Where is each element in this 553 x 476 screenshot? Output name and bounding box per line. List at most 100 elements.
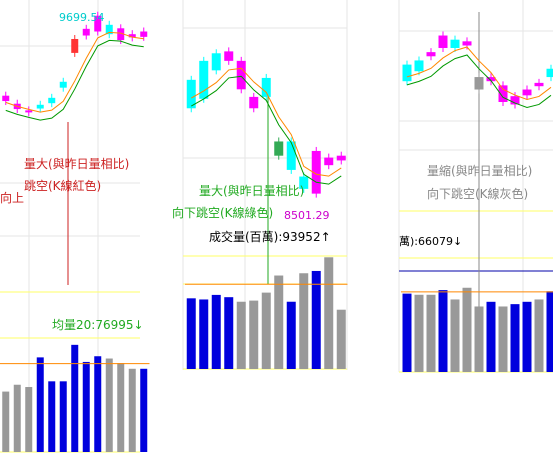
candle — [498, 85, 508, 102]
volume-bar — [82, 361, 90, 452]
moving-average-line — [191, 75, 342, 185]
volume-bars-group — [401, 287, 553, 372]
volume-bar — [140, 368, 148, 452]
candle — [186, 79, 196, 109]
price-high-label: 9699.54 — [59, 11, 105, 24]
candle — [336, 155, 346, 161]
candle — [82, 28, 90, 36]
candle — [522, 89, 532, 96]
moving-average-line — [5, 31, 144, 113]
candle — [474, 77, 484, 90]
volume-bar — [414, 294, 424, 372]
volume-bar — [426, 294, 436, 372]
candle — [48, 97, 56, 104]
volume-bar — [462, 287, 472, 372]
volume-bar — [274, 275, 284, 369]
volume-bar — [402, 293, 412, 372]
volume-bar — [498, 306, 508, 372]
volume-bar — [94, 356, 102, 452]
volume-bar — [510, 304, 520, 372]
volume-bar — [2, 391, 10, 452]
moving-average-line — [5, 39, 144, 121]
candle — [402, 64, 412, 82]
volume-bar — [59, 381, 67, 452]
volume-bar — [522, 301, 532, 372]
candle — [546, 68, 553, 78]
volume-bar — [71, 344, 79, 452]
volume-bar — [324, 257, 334, 369]
candle — [299, 176, 309, 189]
moving-average-line — [191, 67, 342, 177]
candle — [311, 150, 321, 194]
candle — [261, 77, 271, 97]
candle — [286, 141, 296, 170]
candle — [510, 96, 520, 105]
volume-bar — [105, 358, 113, 452]
annotation-gap-up: 向上 — [0, 190, 24, 205]
volume-bar — [474, 306, 484, 372]
annotation-gap-down-gray: 向下跳空(K線灰色) — [427, 186, 528, 201]
volume-bar — [450, 299, 460, 372]
candles-group — [402, 31, 553, 109]
candle — [117, 28, 125, 41]
candles-group — [186, 47, 346, 198]
panel-middle: 量大(與昨日量相比) 向下跳空(K線綠色) 8501.29 成交量(百萬):93… — [172, 0, 348, 370]
volume-bar — [117, 363, 125, 452]
candle — [105, 24, 113, 35]
annotation-volume-small: 量縮(與昨日量相比) — [427, 163, 532, 178]
candle — [426, 52, 436, 57]
candle — [534, 82, 544, 87]
moving-average-line — [406, 54, 552, 109]
avg-volume-label: 均量20:76995↓ — [52, 318, 144, 332]
candle — [140, 31, 148, 37]
volume-bar — [534, 299, 544, 372]
volume-bar — [286, 301, 296, 369]
panel-left: 9699.54 量大(與昨日量相比) 跳空(K線紅色) 向上 均量20:7699… — [0, 0, 150, 453]
candle — [211, 53, 221, 71]
volume-bar — [25, 387, 33, 452]
candle — [25, 110, 33, 113]
volume-value-label: 萬):66079↓ — [399, 235, 462, 248]
volume-bar — [546, 291, 553, 372]
candle — [128, 34, 136, 38]
volume-bar — [438, 290, 448, 372]
volume-bar — [224, 297, 234, 369]
candle — [274, 141, 284, 156]
candle — [199, 60, 209, 99]
candle — [2, 95, 10, 102]
annotation-gap-down-green: 向下跳空(K線綠色) — [172, 205, 273, 220]
candle — [324, 157, 334, 166]
volume-bar — [299, 273, 309, 369]
volume-bar — [186, 298, 196, 369]
volume-value-label: 成交量(百萬):93952↑ — [209, 229, 331, 244]
volume-bar — [211, 294, 221, 369]
volume-bar — [336, 309, 346, 369]
candle — [249, 96, 259, 109]
annotation-gap-red: 跳空(K線紅色) — [24, 178, 101, 193]
candle — [438, 35, 448, 48]
volume-bar — [261, 292, 271, 369]
volume-bar — [128, 368, 136, 452]
volume-bar — [48, 381, 56, 452]
volume-bars-group — [185, 257, 348, 369]
volume-bar — [311, 270, 321, 369]
volume-bar — [13, 384, 21, 452]
candle — [236, 60, 246, 90]
candle — [59, 81, 67, 88]
annotation-volume-large: 量大(與昨日量相比) — [199, 184, 304, 198]
candle — [94, 15, 102, 32]
candle — [486, 77, 496, 82]
volume-bars-group — [0, 344, 150, 452]
candles-group — [2, 11, 148, 121]
volume-bar — [36, 357, 44, 452]
price-low-label: 8501.29 — [284, 209, 330, 222]
moving-average-line — [406, 46, 552, 101]
candle — [450, 39, 460, 48]
candle — [462, 41, 472, 46]
panel-right: 量縮(與昨日量相比) 向下跳空(K線灰色) 萬):66079↓ — [398, 0, 553, 373]
candle — [224, 51, 234, 61]
candle — [36, 104, 44, 109]
volume-bar — [486, 301, 496, 372]
candle — [71, 38, 79, 53]
